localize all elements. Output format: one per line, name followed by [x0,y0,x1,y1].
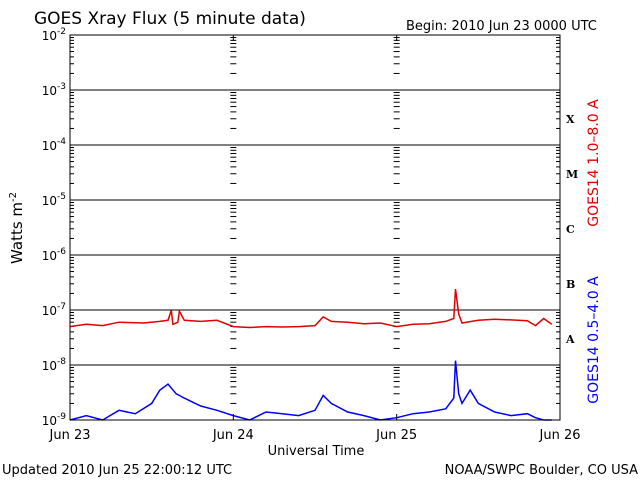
grid-lines [70,34,560,421]
flare-class-labels: X M C B A [565,113,578,346]
flare-class-label: A [565,333,575,346]
y-tick-base: 10 [42,84,57,98]
y-axis-label-exp: -2 [8,192,19,202]
y-tick-base: 10 [42,304,57,318]
series-line-long [69,289,553,329]
y-tick-base: 10 [42,414,57,428]
y-tick-label: 10-4 [42,137,67,153]
x-tick-label: Jun 24 [212,428,254,443]
x-tick-label: Jun 25 [375,428,417,443]
y-tick-exp: -3 [57,82,66,92]
series-label-short: GOES14 0.5–4.0 A [586,276,602,404]
y-tick-exp: -2 [57,27,66,37]
y-tick-base: 10 [42,249,57,263]
y-tick-label: 10-5 [42,192,66,208]
chart-title: GOES Xray Flux (5 minute data) [34,9,306,29]
updated-label: Updated 2010 Jun 25 22:00:12 UTC [2,463,232,478]
y-tick-label: 10-6 [42,247,67,263]
y-tick-exp: -4 [57,137,66,147]
x-tick-labels: Jun 23 Jun 24 Jun 25 Jun 26 [49,35,581,443]
y-tick-label: 10-2 [42,27,66,43]
y-tick-labels: 10-210-310-410-510-610-710-810-9 [42,27,67,428]
series-label-long: GOES14 1.0–8.0 A [586,99,602,227]
y-tick-base: 10 [42,359,57,373]
flare-class-label: C [566,223,575,236]
y-tick-label: 10-3 [42,82,66,98]
plot-frame [69,34,561,421]
y-tick-base: 10 [42,194,57,208]
y-tick-exp: -5 [57,192,66,202]
begin-label: Begin: 2010 Jun 23 0000 UTC [406,19,597,34]
series-layer [69,289,553,421]
x-tick-label: Jun 23 [49,428,91,443]
y-tick-exp: -7 [57,302,66,312]
x-axis-label: Universal Time [268,444,365,459]
y-tick-base: 10 [42,29,57,43]
y-axis-label: Watts m-2 [8,192,26,264]
y-tick-exp: -6 [57,247,66,257]
y-tick-exp: -9 [57,412,66,422]
series-line-short [69,360,552,421]
y-tick-label: 10-8 [42,357,67,373]
y-tick-label: 10-9 [42,412,67,428]
source-label: NOAA/SWPC Boulder, CO USA [445,463,638,478]
y-tick-label: 10-7 [42,302,66,318]
flare-class-label: X [566,113,575,126]
y-axis-label-base: Watts m [8,202,26,264]
minor-ticks [70,37,560,404]
flare-class-label: M [566,168,578,181]
y-tick-exp: -8 [57,357,66,367]
x-tick-label: Jun 26 [539,428,581,443]
flare-class-label: B [566,278,575,291]
y-tick-base: 10 [42,139,57,153]
